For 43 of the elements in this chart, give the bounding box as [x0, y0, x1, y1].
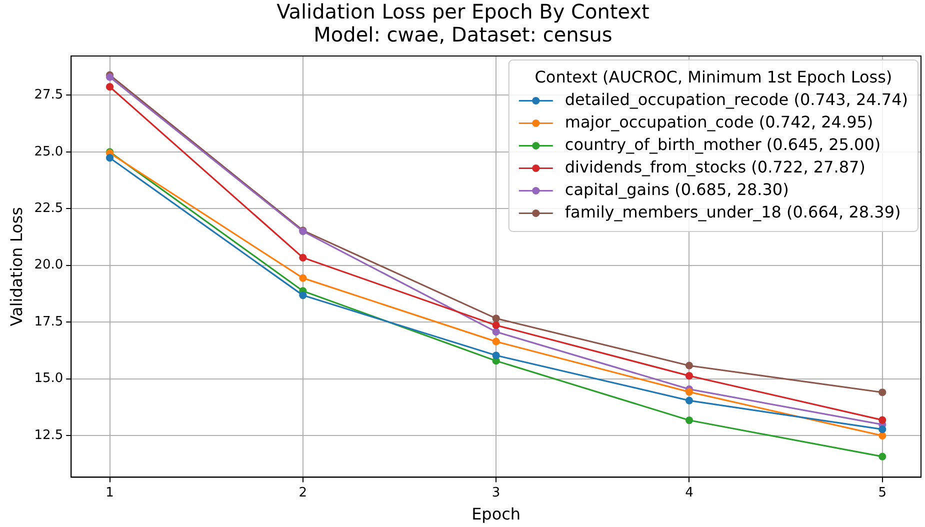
legend-label: capital_gains (0.685, 28.30) — [564, 180, 789, 199]
x-tick-label: 1 — [106, 485, 114, 500]
point — [685, 416, 694, 424]
text: Model: cwae, Dataset: census — [314, 22, 612, 47]
point — [685, 396, 694, 404]
legend-label: country_of_birth_mother (0.645, 25.00) — [564, 134, 881, 154]
y-tick-label: 25.0 — [34, 144, 64, 160]
point — [299, 291, 307, 300]
x-tick-label: 4 — [685, 485, 694, 500]
point — [685, 372, 694, 380]
y-tick-label: 17.5 — [34, 314, 64, 330]
y-tick-label: 15.0 — [34, 371, 64, 386]
point — [106, 83, 114, 91]
x-tick-label: 5 — [878, 485, 887, 500]
text: Validation Loss per Epoch By Context — [276, 0, 650, 24]
y-tick-label: 12.5 — [34, 428, 64, 443]
legend-label: dividends_from_stocks (0.722, 27.87) — [564, 157, 866, 176]
point — [685, 388, 694, 396]
point — [299, 254, 307, 262]
point — [106, 154, 114, 162]
legend-label: detailed_occupation_recode (0.743, 24.74) — [564, 90, 908, 109]
x-tick-label: 3 — [492, 485, 500, 500]
legend-title: Context (AUCROC, Minimum 1st Epoch Loss) — [534, 67, 892, 86]
x-axis-title: Epoch — [472, 504, 521, 524]
y-tick-label: 20.0 — [34, 258, 64, 273]
point — [299, 274, 307, 282]
y-tick-label: 27.5 — [34, 88, 64, 103]
point — [685, 362, 694, 370]
legend-label: major_occupation_code (0.742, 24.95) — [564, 112, 874, 132]
point — [492, 321, 500, 330]
point — [492, 328, 500, 336]
y-axis-title: Validation Loss — [6, 207, 26, 326]
point — [492, 314, 500, 322]
x-tick-label: 2 — [298, 485, 308, 500]
point — [878, 388, 886, 396]
point — [492, 338, 500, 346]
point — [878, 416, 886, 424]
legend-label: family_members_under_18 (0.664, 28.39) — [564, 202, 901, 222]
point — [878, 426, 886, 434]
point — [878, 432, 886, 440]
point — [878, 452, 886, 460]
point — [492, 352, 500, 360]
y-tick-label: 22.5 — [34, 201, 64, 216]
